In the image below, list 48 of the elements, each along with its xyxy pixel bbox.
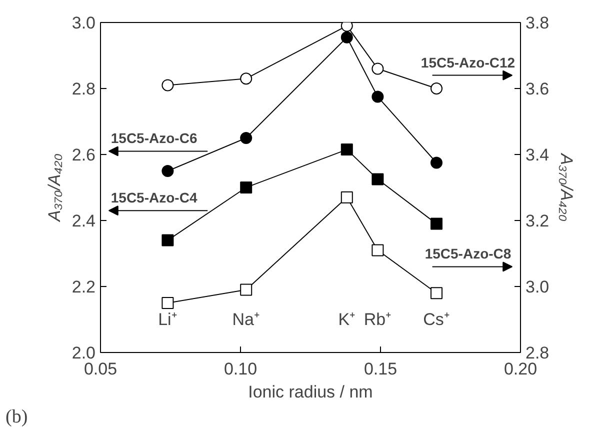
annotation: Cs⁺ — [423, 310, 450, 329]
x-tick-label: 0.20 — [504, 360, 538, 378]
y2-tick-label: 3.6 — [526, 80, 550, 98]
series-label: 15C5-Azo-C6 — [110, 130, 198, 146]
series-label: 15C5-Azo-C12 — [420, 54, 516, 70]
point — [430, 156, 442, 169]
point — [162, 234, 174, 246]
y-axis-title: A₃₇₀/A₄₂₀ — [44, 154, 64, 222]
annotation: Li⁺ — [158, 310, 178, 329]
point — [162, 297, 174, 309]
annotation: K⁺ — [338, 310, 356, 329]
x-tick-label: 0.15 — [364, 360, 398, 378]
x-tick-label: 0.10 — [224, 360, 258, 378]
y2-tick-label: 2.8 — [526, 344, 550, 362]
y-tick-label: 2.4 — [72, 212, 96, 230]
point — [372, 244, 384, 256]
y-tick-label: 2.6 — [72, 146, 96, 164]
y2-tick-label: 3.8 — [526, 14, 550, 32]
point — [430, 82, 442, 94]
point — [372, 173, 384, 186]
y2-tick-label: 3.4 — [526, 146, 550, 164]
y-tick-label: 2.2 — [72, 278, 96, 296]
x-axis-title: Ionic radius / nm — [248, 382, 373, 402]
y2-tick-label: 3.2 — [526, 212, 550, 230]
y-tick-label: 2.8 — [72, 80, 96, 98]
text: (b) — [6, 406, 28, 427]
annotation: Rb⁺ — [364, 310, 392, 329]
series-label: 15C5-Azo-C8 — [424, 246, 512, 262]
point — [340, 144, 353, 156]
point — [162, 165, 174, 177]
point — [430, 287, 442, 300]
y2-tick-label: 3.0 — [526, 278, 550, 296]
point — [162, 79, 174, 92]
y-tick-label: 2.0 — [72, 344, 96, 362]
y-tick-label: 3.0 — [72, 14, 96, 32]
point — [430, 218, 442, 230]
point — [240, 284, 252, 296]
point — [340, 31, 353, 44]
x-tick-label: 0.05 — [84, 360, 118, 378]
point — [240, 182, 252, 194]
point — [340, 191, 353, 204]
point — [240, 72, 252, 85]
y2-axis-title: A₃₇₀/A₄₂₀ — [557, 152, 576, 222]
point — [372, 62, 384, 75]
point — [240, 132, 252, 144]
annotation: Na⁺ — [232, 310, 260, 329]
point — [372, 90, 384, 103]
series-label: 15C5-Azo-C4 — [110, 190, 198, 206]
